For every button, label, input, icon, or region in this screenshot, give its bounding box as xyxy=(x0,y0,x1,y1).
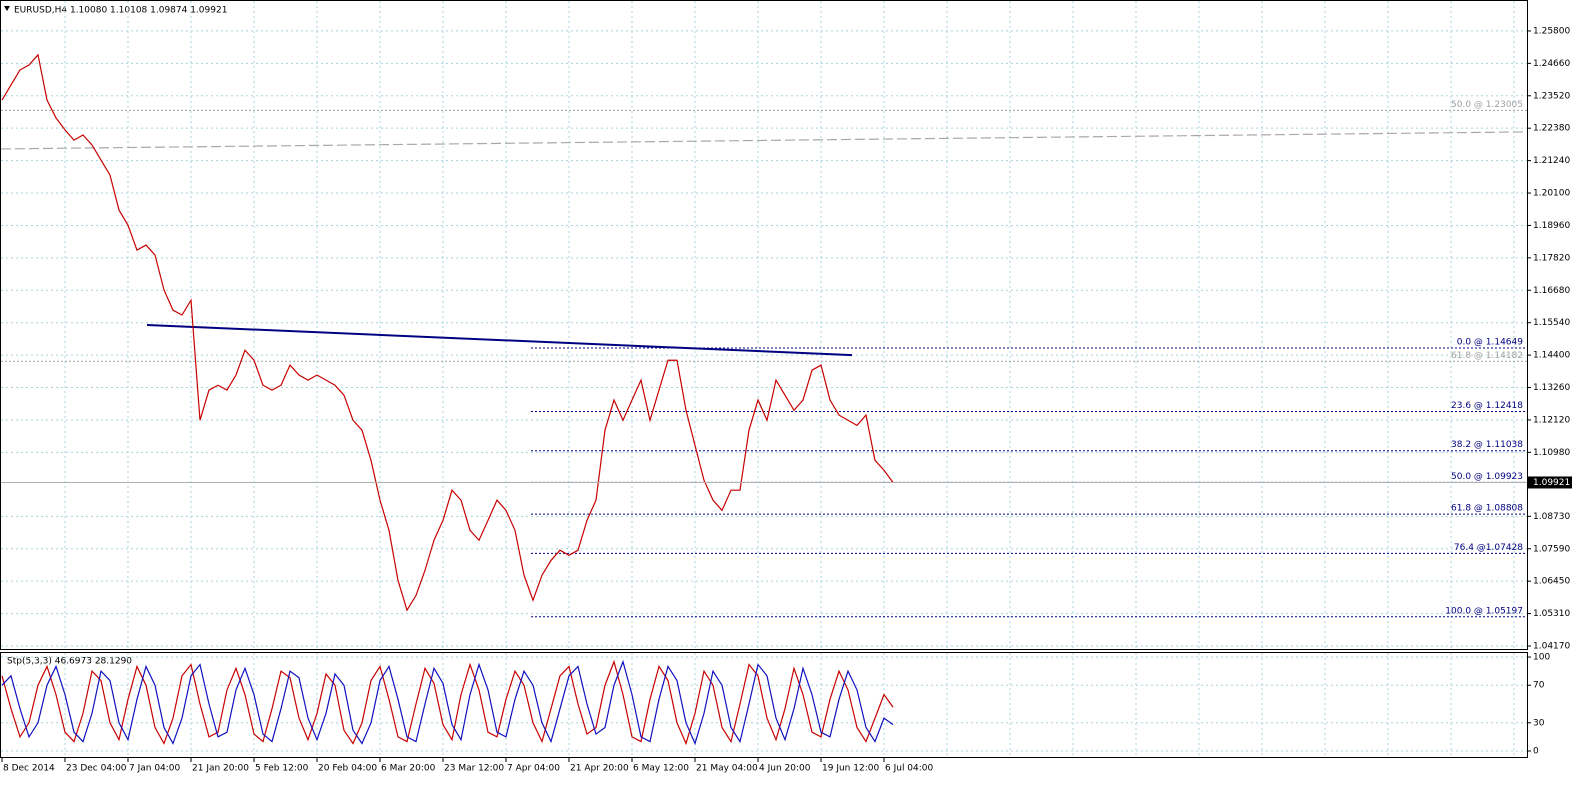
y-tick-label: 30 xyxy=(1533,718,1545,728)
series-line xyxy=(1,659,894,746)
x-tick-label: 8 Dec 2014 xyxy=(3,764,55,774)
y-tick-label: 1.04170 xyxy=(1533,642,1570,652)
fib-label: 0.0 @ 1.14649 xyxy=(1457,338,1524,348)
x-tick-label: 7 Jan 04:00 xyxy=(129,764,181,774)
x-tick-label: 6 Jul 04:00 xyxy=(885,764,934,774)
x-tick-label: 23 Mar 12:00 xyxy=(444,764,504,774)
fib-label: 50.0 @ 1.09923 xyxy=(1451,472,1523,482)
y-tick-label: 1.08730 xyxy=(1533,512,1570,522)
y-tick-label: 70 xyxy=(1533,681,1545,691)
y-tick-label: 1.25800 xyxy=(1533,26,1570,36)
y-tick-label: 1.15540 xyxy=(1533,318,1570,328)
indicator-title: Stp(5,3,3) 46.6973 28.1290 xyxy=(7,657,132,667)
long-ma xyxy=(0,131,1528,150)
fib-label: 23.6 @ 1.12418 xyxy=(1451,401,1523,411)
fib-label: 61.8 @ 1.08808 xyxy=(1451,504,1523,514)
x-tick-label: 6 May 12:00 xyxy=(633,764,689,774)
y-tick-label: 1.13260 xyxy=(1533,383,1570,393)
series-line xyxy=(1,659,894,746)
fib-label: 100.0 @ 1.05197 xyxy=(1445,606,1523,616)
x-tick-label: 6 Mar 20:00 xyxy=(381,764,436,774)
x-tick-label: 19 Jun 12:00 xyxy=(822,764,879,774)
y-tick-label: 1.20100 xyxy=(1533,189,1570,199)
fib-label: 38.2 @ 1.11038 xyxy=(1451,440,1523,450)
y-tick-label: 1.18960 xyxy=(1533,221,1570,231)
y-tick-label: 1.16680 xyxy=(1533,286,1570,296)
menu-arrow xyxy=(4,6,10,11)
x-tick-label: 23 Dec 04:00 xyxy=(66,764,127,774)
y-tick-label: 1.14400 xyxy=(1533,351,1570,361)
y-tick-label: 1.23520 xyxy=(1533,91,1570,101)
current-price-label: 1.09921 xyxy=(1533,478,1570,488)
y-tick-label: 1.21240 xyxy=(1533,156,1570,166)
x-tick-label: 20 Feb 04:00 xyxy=(318,764,377,774)
x-tick-label: 4 Jun 20:00 xyxy=(759,764,811,774)
x-tick-label: 21 May 04:00 xyxy=(696,764,758,774)
old-fib-label: 61.8 @ 1.14182 xyxy=(1451,351,1523,361)
y-tick-label: 0 xyxy=(1533,746,1539,756)
y-tick-label: 1.06450 xyxy=(1533,577,1570,587)
main-pane xyxy=(0,0,1528,650)
y-tick-label: 1.07590 xyxy=(1533,544,1570,554)
y-tick-label: 100 xyxy=(1533,653,1550,663)
x-tick-label: 7 Apr 04:00 xyxy=(507,764,560,774)
old-fib-label: 50.0 @ 1.23005 xyxy=(1451,100,1523,110)
chart-title: EURUSD,H4 1.10080 1.10108 1.09874 1.0992… xyxy=(14,6,227,16)
y-tick-label: 1.05310 xyxy=(1533,609,1570,619)
y-tick-label: 1.12120 xyxy=(1533,415,1570,425)
x-tick-label: 21 Apr 20:00 xyxy=(570,764,629,774)
series-line xyxy=(1,53,894,612)
fib-label: 76.4 @1.07428 xyxy=(1454,543,1523,553)
x-tick-label: 21 Jan 20:00 xyxy=(192,764,249,774)
y-tick-label: 1.10980 xyxy=(1533,448,1570,458)
y-tick-label: 1.24660 xyxy=(1533,59,1570,69)
y-tick-label: 1.17820 xyxy=(1533,253,1570,263)
y-tick-label: 1.22380 xyxy=(1533,124,1570,134)
current-price-box xyxy=(1528,476,1572,489)
x-tick-label: 5 Feb 12:00 xyxy=(255,764,309,774)
trendline xyxy=(146,323,853,357)
